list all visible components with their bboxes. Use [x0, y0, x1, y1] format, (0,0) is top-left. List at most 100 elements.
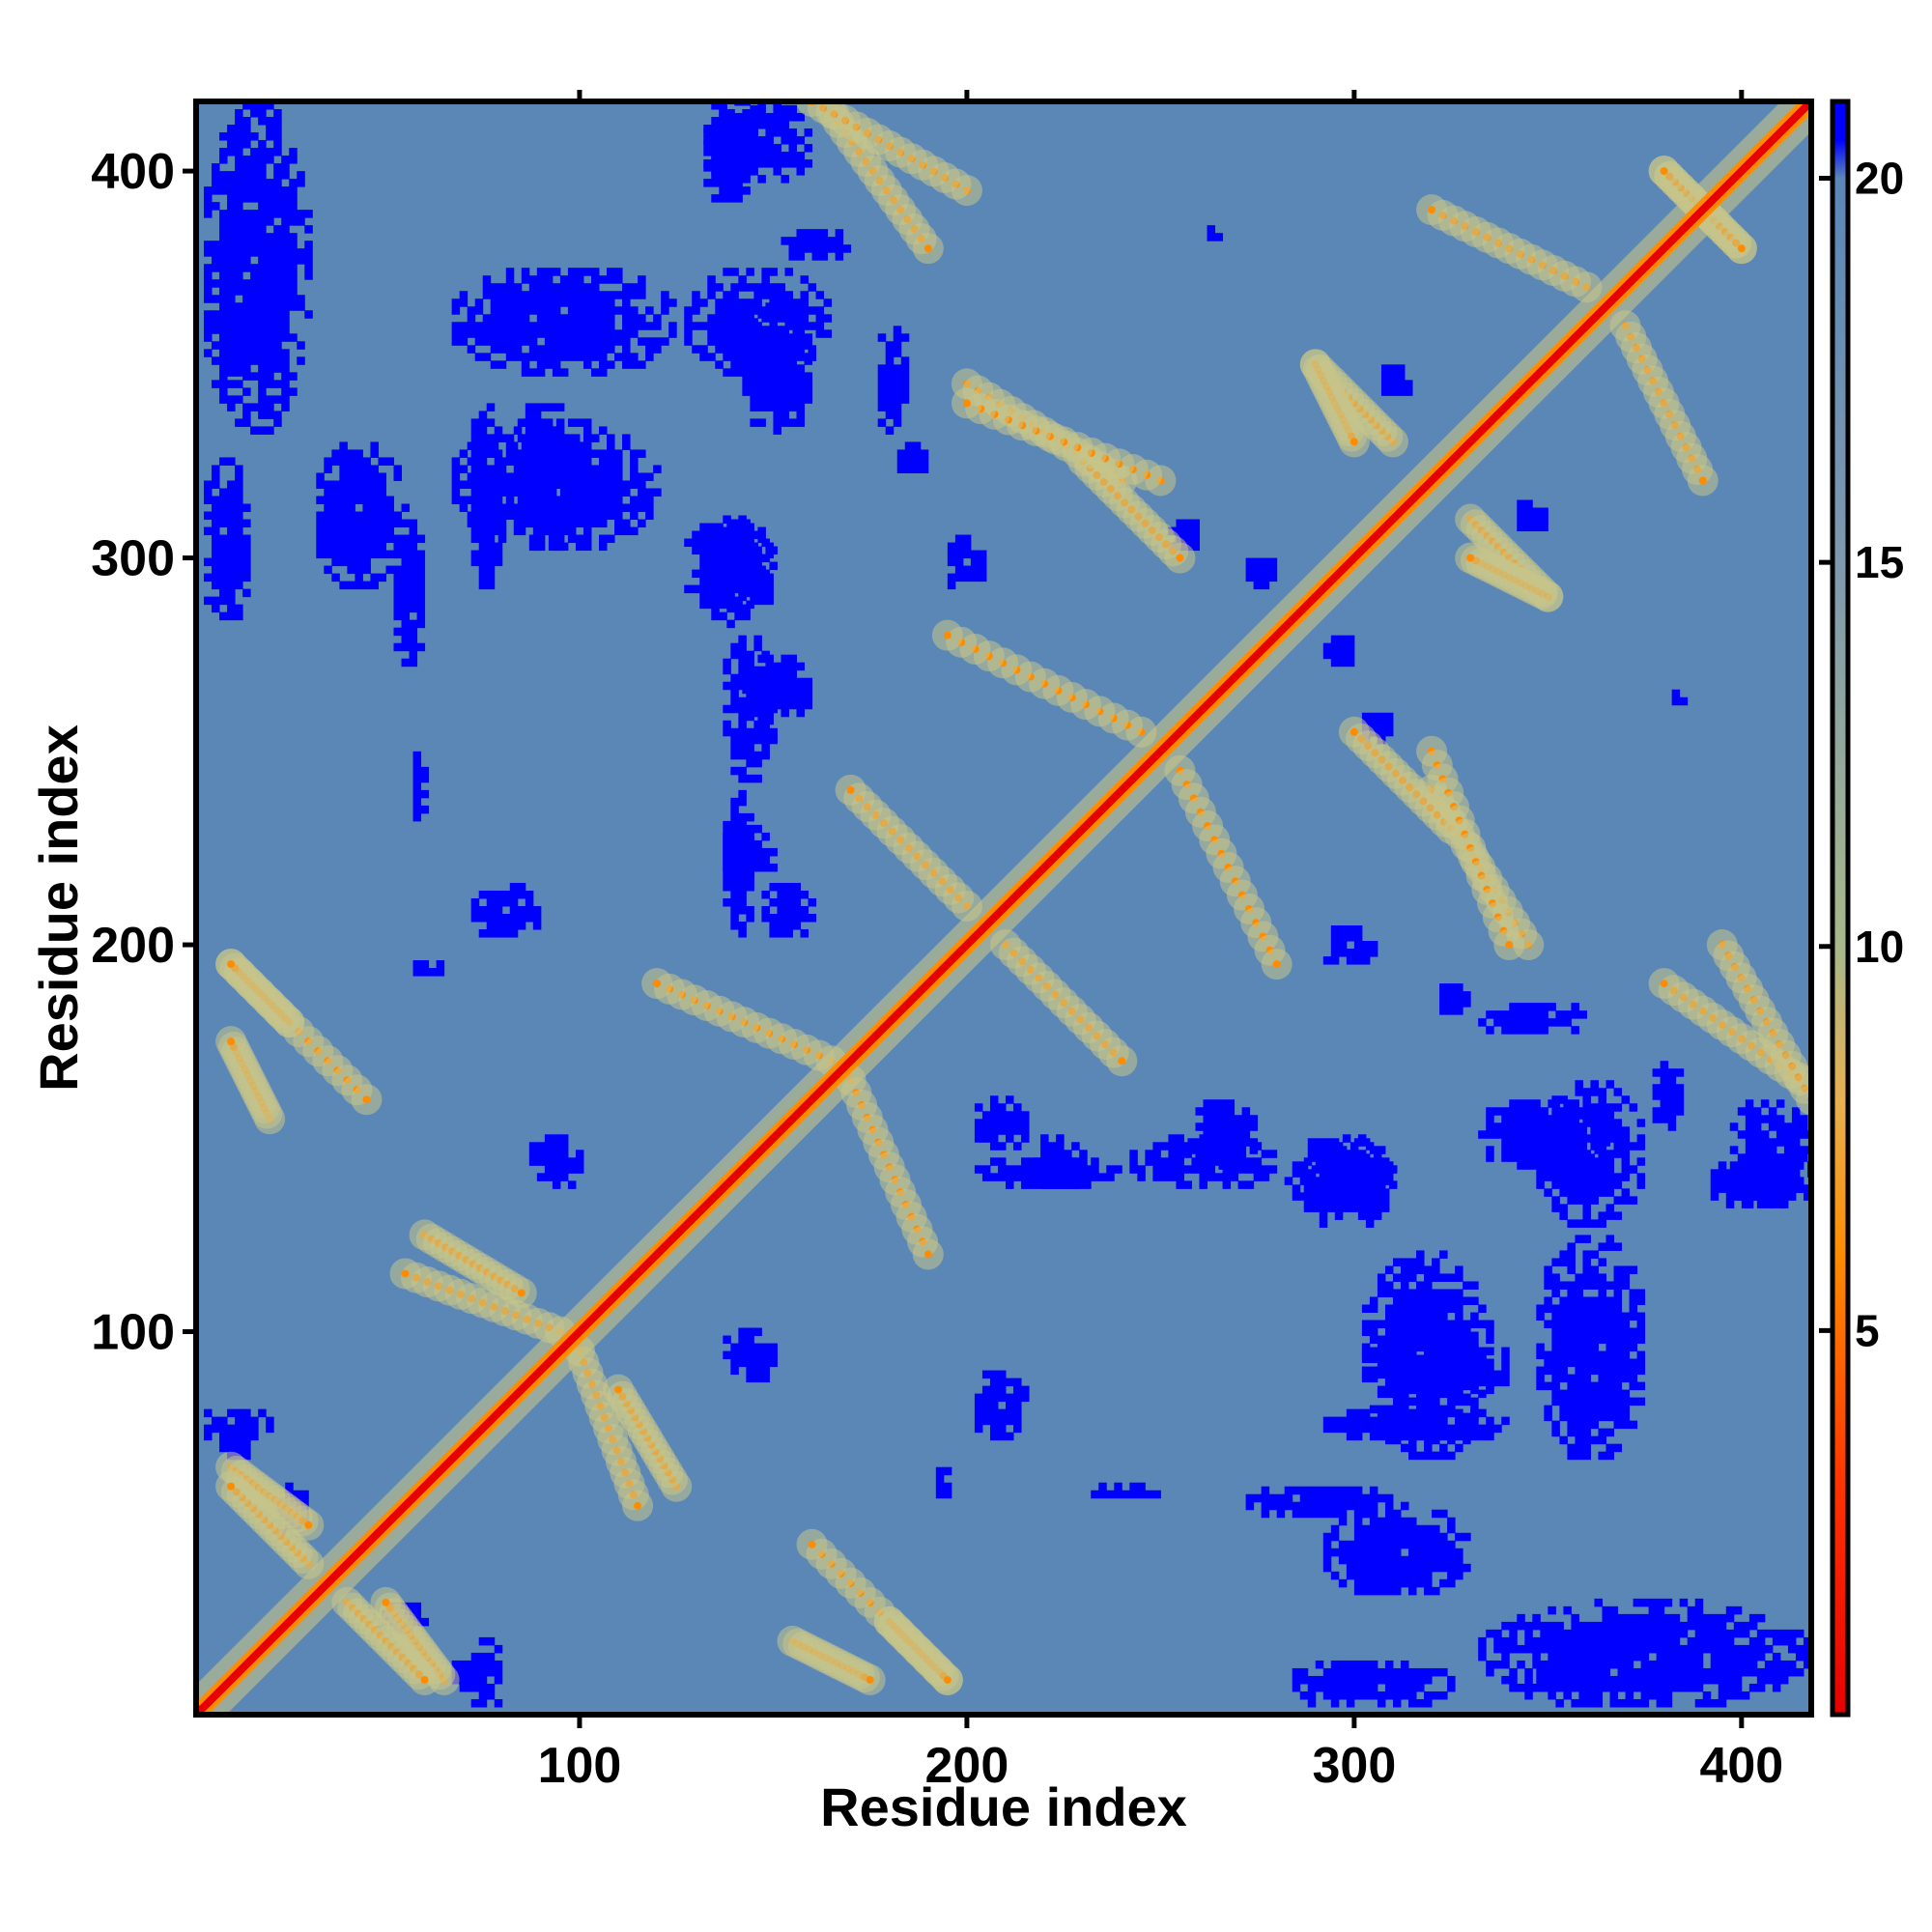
heatmap-cell: [738, 298, 747, 307]
heatmap-cell: [1582, 1374, 1591, 1383]
heatmap-cell: [571, 441, 581, 450]
heatmap-cell: [1582, 1683, 1591, 1692]
heatmap-cell: [773, 395, 781, 404]
heatmap-cell: [761, 712, 770, 722]
heatmap-cell: [1432, 1273, 1440, 1282]
heatmap-cell: [1517, 1644, 1525, 1654]
heatmap-cell: [273, 225, 282, 234]
heatmap-cell: [1605, 1428, 1615, 1437]
heatmap-cell: [1575, 1312, 1583, 1321]
heatmap-cell: [1575, 1350, 1583, 1360]
heatmap-cell: [1400, 1443, 1409, 1453]
heatmap-cell: [1392, 1327, 1402, 1337]
heatmap-cell: [1679, 1675, 1689, 1685]
heatmap-cell: [1799, 1122, 1808, 1131]
heatmap-cell: [1590, 1412, 1599, 1422]
heatmap-cell: [385, 534, 394, 544]
heatmap-cell: [331, 480, 340, 489]
heatmap-cell: [1439, 1424, 1448, 1434]
heatmap-cell: [478, 434, 488, 442]
heatmap-cell: [1377, 1146, 1386, 1154]
heatmap-cell: [769, 561, 778, 571]
heatmap-cell: [559, 353, 569, 361]
heatmap-cell: [1486, 1385, 1494, 1395]
heatmap-cell: [614, 329, 623, 338]
heatmap-cell: [730, 642, 739, 652]
heatmap-cell: [630, 360, 639, 369]
heatmap-cell: [212, 526, 220, 536]
heatmap-cell: [1702, 1690, 1712, 1700]
heatmap-cell: [1315, 1660, 1324, 1669]
heatmap-cell: [1598, 1320, 1606, 1329]
heatmap-cell: [719, 565, 727, 575]
heatmap-cell: [1493, 1122, 1502, 1131]
heatmap-cell: [723, 727, 731, 737]
heatmap-cell: [582, 314, 592, 323]
heatmap-cell: [1021, 1157, 1030, 1166]
heatmap-cell: [792, 890, 801, 899]
heatmap-cell: [1567, 1327, 1576, 1337]
heatmap-cell: [242, 345, 251, 354]
heatmap-cell: [266, 210, 274, 218]
heatmap-cell: [1567, 1374, 1576, 1383]
heatmap-cell: [451, 329, 461, 338]
heatmap-cell: [486, 403, 496, 412]
heatmap-cell: [1795, 1161, 1804, 1170]
heatmap-cell: [544, 306, 554, 315]
heatmap-cell: [1725, 1675, 1735, 1685]
heatmap-cell: [552, 368, 561, 377]
heatmap-cell: [212, 310, 220, 319]
heatmap-cell: [808, 914, 817, 923]
heatmap-cell: [1253, 1165, 1263, 1174]
heatmap-cell: [548, 542, 557, 552]
heatmap-cell: [370, 511, 379, 521]
heatmap-cell: [1598, 1304, 1606, 1314]
heatmap-cell: [212, 356, 220, 365]
heatmap-cell: [1199, 1134, 1208, 1143]
heatmap-cell: [1432, 1540, 1440, 1549]
heatmap-cell: [478, 929, 488, 938]
heatmap-cell: [1605, 1312, 1615, 1321]
heatmap-cell: [1551, 1343, 1560, 1352]
heatmap-cell: [1299, 1667, 1309, 1677]
heatmap-cell: [1578, 1153, 1587, 1162]
heatmap-cell: [1056, 1142, 1065, 1151]
heatmap-cell: [1613, 1196, 1623, 1205]
heatmap-cell: [1660, 1068, 1669, 1077]
heatmap-cell: [1353, 1540, 1363, 1549]
heatmap-cell: [1772, 1683, 1781, 1692]
heatmap-cell: [765, 136, 774, 145]
heatmap-cell: [1621, 1188, 1631, 1197]
heatmap-cell: [470, 519, 480, 528]
heatmap-cell: [1571, 1613, 1579, 1623]
heatmap-cell: [614, 449, 623, 458]
heatmap-cell: [1598, 1451, 1606, 1461]
heatmap-cell: [1330, 1532, 1340, 1542]
heatmap-cell: [1787, 1177, 1797, 1185]
heatmap-cell: [494, 897, 503, 907]
heatmap-cell: [242, 1451, 251, 1461]
heatmap-cell: [1021, 1126, 1030, 1135]
heatmap-cell: [757, 573, 766, 582]
heatmap-cell: [451, 457, 461, 466]
heatmap-cell: [1555, 1698, 1564, 1708]
heatmap-cell: [607, 329, 615, 338]
heatmap-cell: [219, 1435, 228, 1445]
heatmap-cell: [1625, 1613, 1634, 1623]
heatmap-cell: [242, 550, 251, 559]
heatmap-cell: [1671, 1683, 1681, 1692]
heatmap-cell: [347, 503, 355, 513]
heatmap-cell: [1447, 1548, 1456, 1557]
heatmap-cell: [281, 326, 290, 334]
heatmap-cell: [1567, 1173, 1576, 1181]
heatmap-cell: [989, 1095, 999, 1104]
heatmap-cell: [1330, 1571, 1340, 1580]
heatmap-cell: [490, 345, 499, 354]
heatmap-cell: [730, 743, 739, 753]
heatmap-cell: [1013, 1165, 1022, 1174]
heatmap-cell: [575, 283, 584, 292]
heatmap-cell: [1501, 1130, 1510, 1139]
heatmap-cell: [981, 1393, 991, 1403]
heatmap-cell: [347, 488, 355, 497]
heatmap-cell: [1524, 1026, 1533, 1035]
